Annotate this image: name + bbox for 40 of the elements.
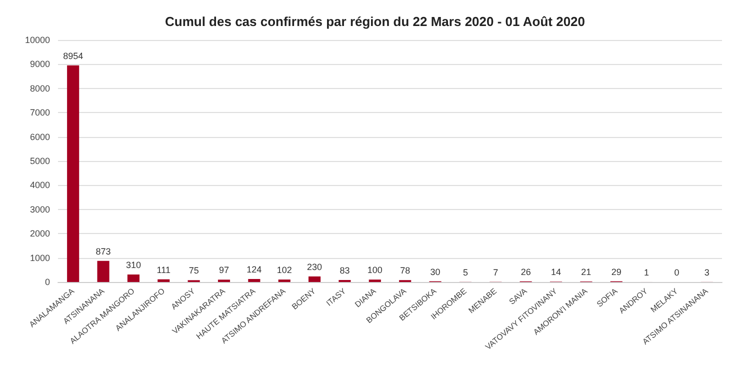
y-tick-label: 3000 (30, 204, 50, 214)
bar (127, 274, 140, 282)
data-label: 124 (246, 264, 262, 274)
data-label: 8954 (63, 50, 84, 61)
data-label: 102 (276, 265, 292, 276)
data-label: 30 (430, 266, 440, 277)
y-tick-label: 4000 (30, 180, 50, 190)
data-label: 1 (644, 267, 650, 278)
y-tick-label: 10000 (24, 35, 50, 45)
data-label: 83 (340, 265, 350, 276)
y-tick-label: 2000 (30, 228, 50, 239)
data-label: 230 (307, 262, 322, 272)
data-label: 111 (156, 264, 170, 275)
data-label: 21 (581, 266, 592, 277)
data-label: 3 (704, 267, 710, 278)
data-label: 0 (674, 268, 680, 278)
chart-title: Cumul des cas confirmés par région du 22 Mars 2020 - 01 Août 2020 (164, 14, 586, 29)
data-label: 26 (520, 266, 531, 277)
data-label: 7 (493, 267, 498, 278)
data-label: 75 (188, 266, 199, 276)
y-tick-label: 8000 (30, 83, 50, 94)
data-label: 14 (550, 267, 562, 278)
data-label: 873 (96, 246, 111, 256)
data-label: 5 (462, 267, 468, 278)
data-label: 29 (611, 266, 622, 277)
data-label: 100 (367, 265, 382, 276)
y-tick-label: 5000 (30, 156, 50, 166)
bar (158, 279, 170, 282)
data-label: 78 (400, 266, 410, 276)
y-tick-label: 6000 (30, 132, 50, 142)
bar (67, 65, 80, 282)
bar (248, 279, 260, 282)
y-tick-label: 9000 (30, 59, 50, 70)
bar (308, 276, 321, 282)
y-tick-label: 0 (44, 277, 50, 287)
data-label: 97 (218, 265, 230, 276)
y-tick-label: 7000 (30, 108, 50, 118)
data-label: 310 (126, 260, 141, 270)
y-tick-label: 1000 (30, 252, 50, 263)
bar (97, 260, 110, 282)
